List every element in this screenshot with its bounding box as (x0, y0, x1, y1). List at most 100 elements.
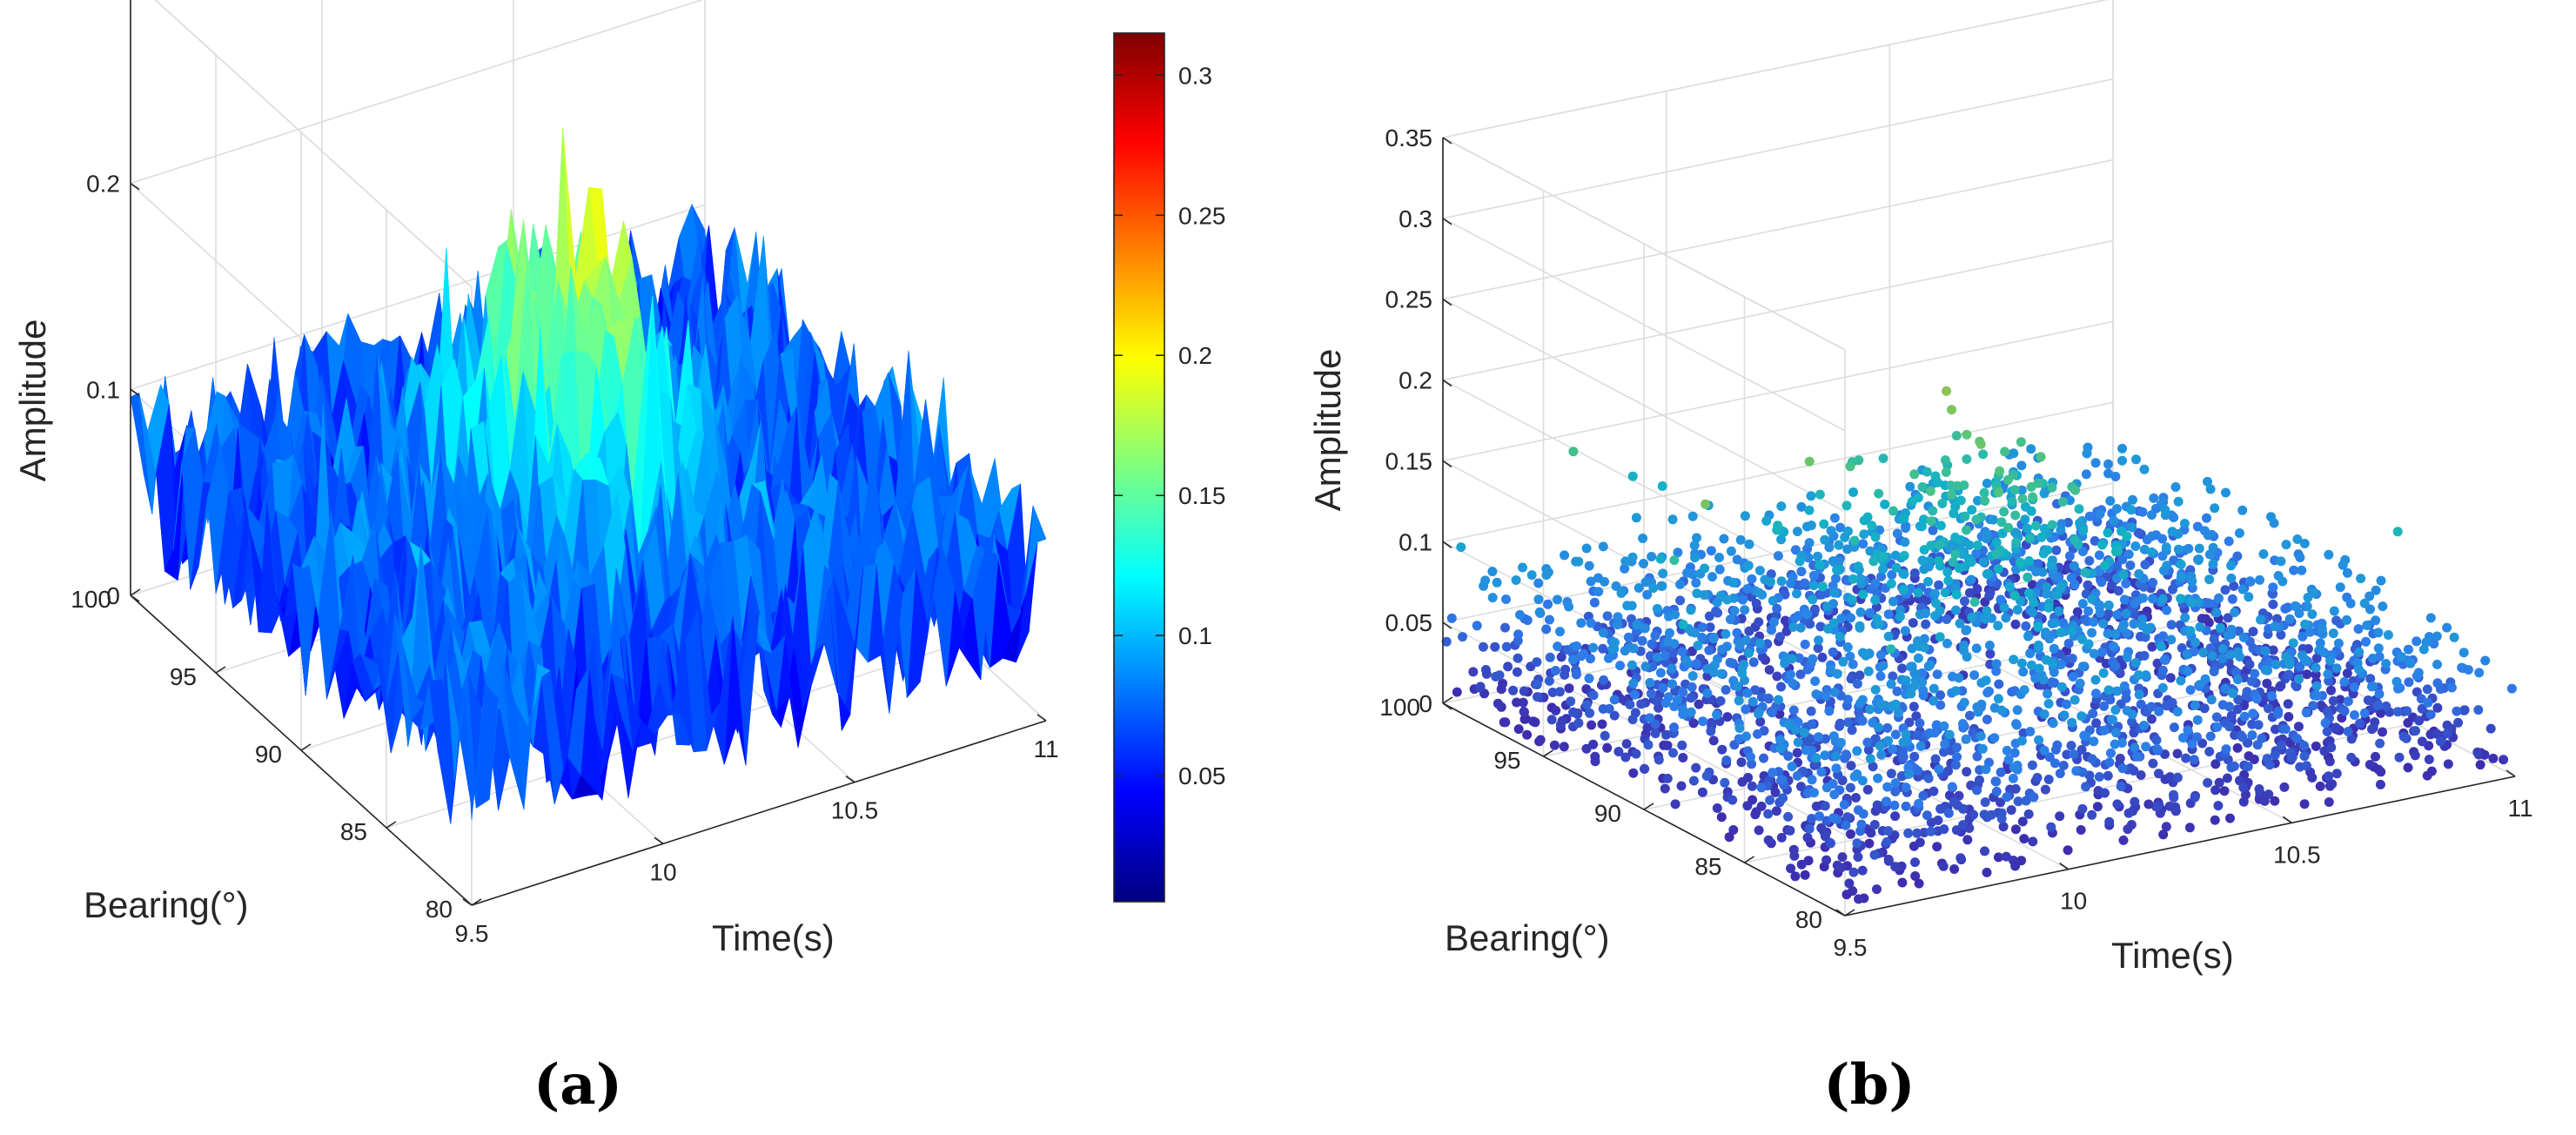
colorbar-tick-label: 0.1 (1178, 622, 1212, 649)
scatter-point (2113, 546, 2123, 556)
scatter-point (1922, 810, 1932, 821)
scatter-point (1831, 763, 1841, 774)
scatter-point (2299, 751, 2310, 762)
scatter-point (2118, 569, 2129, 580)
scatter-point (2267, 691, 2277, 702)
scatter-point (1765, 795, 1775, 805)
scatter-point (1657, 581, 1667, 591)
scatter-point (1813, 551, 1823, 561)
scatter-point (2009, 485, 2020, 495)
scatter-point (1785, 669, 1795, 680)
scatter-point (2315, 644, 2325, 655)
scatter-point (1958, 719, 1968, 729)
scatter-point (1955, 853, 1966, 863)
scatter-point (1821, 782, 1832, 793)
scatter-point (2205, 731, 2216, 742)
scatter-point (2277, 576, 2288, 587)
scatter-point (1882, 782, 1893, 792)
scatter-point (2148, 758, 2158, 769)
scatter-point (2087, 754, 2097, 764)
scatter-point (2032, 773, 2043, 782)
scatter-point (1856, 819, 1867, 829)
scatter-point (2019, 685, 2029, 695)
scatter-point (2475, 760, 2485, 770)
scatter-point (2056, 682, 2067, 692)
scatter-point (1852, 746, 1862, 756)
scatter-point (2129, 619, 2139, 629)
scatter-point (2111, 728, 2121, 738)
scatter-point (1610, 637, 1620, 648)
scatter-point (1866, 828, 1876, 838)
scatter-point (1840, 532, 1850, 542)
scatter-point (1941, 467, 1951, 477)
scatter-point (2199, 703, 2210, 714)
scatter-point (1960, 596, 1969, 607)
scatter-point (1804, 456, 1815, 467)
scatter-point (2054, 606, 2064, 616)
scatter-point (1937, 499, 1948, 508)
scatter-point (2392, 676, 2402, 687)
scatter-point (1822, 601, 1832, 612)
scatter-point (2331, 722, 2341, 733)
scatter-point (2039, 745, 2049, 756)
scatter-point (2300, 655, 2311, 666)
scatter-point (2134, 689, 2144, 700)
scatter-point (1593, 587, 1604, 597)
scatter-point (1688, 776, 1699, 786)
scatter-point (1942, 567, 1953, 577)
scatter-point (1806, 491, 1816, 501)
scatter-point (1532, 680, 1542, 689)
scatter-point (2034, 735, 2044, 745)
scatter-point (2151, 735, 2162, 745)
scatter-point (2091, 688, 2101, 699)
scatter-point (2170, 482, 2181, 492)
scatter-point (1678, 687, 1688, 697)
scatter-point (2403, 762, 2413, 773)
scatter-point (2042, 582, 2052, 593)
scatter-point (2219, 786, 2230, 796)
scatter-point (1799, 728, 1809, 738)
scatter-point (2099, 725, 2110, 735)
scatter-point (1678, 709, 1688, 720)
scatter-point (2328, 695, 2338, 706)
scatter-point (2056, 525, 2066, 535)
scatter-point (1508, 685, 1519, 695)
scatter-point (2075, 678, 2085, 688)
scatter-point (1801, 745, 1811, 756)
scatter-point (2212, 722, 2223, 732)
scatter-point (2151, 530, 2162, 541)
scatter-point (1934, 580, 1944, 590)
scatter-point (1962, 454, 1972, 464)
scatter-point (2271, 660, 2281, 669)
scatter-point (1809, 788, 1819, 798)
scatter-point (1645, 713, 1655, 723)
scatter-point (1640, 662, 1651, 672)
scatter-point (1698, 716, 1708, 727)
scatter-point (2186, 597, 2197, 608)
scatter-point (2122, 531, 2132, 541)
scatter-point (1620, 646, 1630, 656)
scatter-point (1857, 715, 1868, 726)
scatter-point (2110, 629, 2120, 639)
surface-mesh (130, 127, 1047, 824)
scatter-point (1820, 750, 1830, 761)
scatter-point (2176, 572, 2186, 582)
scatter-point (2376, 575, 2386, 586)
scatter-point (1930, 754, 1941, 764)
scatter-point (2299, 741, 2309, 751)
scatter-point (1715, 695, 1726, 706)
scatter-point (1837, 852, 1848, 863)
scatter-point (2413, 668, 2424, 678)
scatter-point (2025, 648, 2036, 659)
scatter-point (1984, 641, 1995, 650)
scatter-point (1962, 767, 1972, 777)
scatter-point (1891, 562, 1902, 573)
scatter-point (1746, 752, 1755, 762)
scatter-point (1598, 628, 1608, 638)
scatter-point (1862, 737, 1873, 748)
scatter-point (2156, 641, 2166, 652)
scatter-point (1609, 695, 1620, 705)
scatter-point (1994, 487, 2003, 498)
scatter-point (1764, 665, 1774, 675)
scatter-point (1686, 707, 1696, 717)
